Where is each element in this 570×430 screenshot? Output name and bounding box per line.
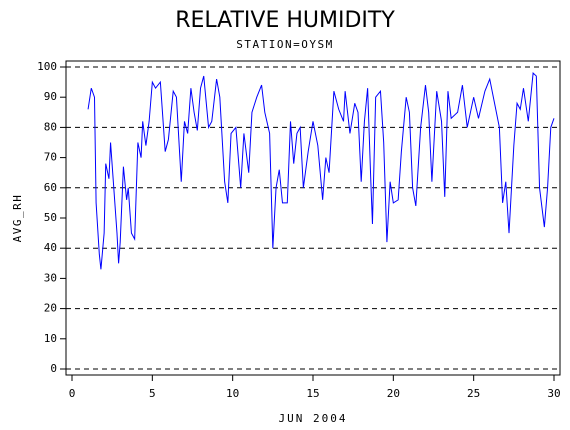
chart-subtitle: STATION=OYSM (236, 38, 333, 51)
y-tick-label: 70 (44, 151, 57, 164)
y-axis-label: AVG_RH (11, 194, 24, 243)
y-tick-label: 40 (44, 241, 57, 254)
chart-title: RELATIVE HUMIDITY (175, 8, 395, 33)
y-tick-label: 80 (44, 120, 57, 133)
y-tick-label: 90 (44, 90, 57, 103)
x-tick-label: 20 (387, 387, 400, 400)
plot-frame (65, 60, 561, 376)
y-tick-label: 0 (50, 362, 57, 375)
y-tick-label: 30 (44, 271, 57, 284)
data-line (87, 71, 555, 270)
x-tick-label: 0 (69, 387, 76, 400)
y-tick-label: 20 (44, 302, 57, 315)
x-tick-label: 10 (226, 387, 239, 400)
y-tick-label: 50 (44, 211, 57, 224)
x-tick-label: 5 (149, 387, 156, 400)
y-tick-label: 100 (37, 60, 57, 73)
x-axis-label: JUN 2004 (279, 412, 348, 425)
x-tick-label: 15 (306, 387, 319, 400)
x-tick-label: 25 (467, 387, 480, 400)
y-tick-label: 60 (44, 181, 57, 194)
x-tick-label: 30 (547, 387, 560, 400)
y-tick-label: 10 (44, 332, 57, 345)
